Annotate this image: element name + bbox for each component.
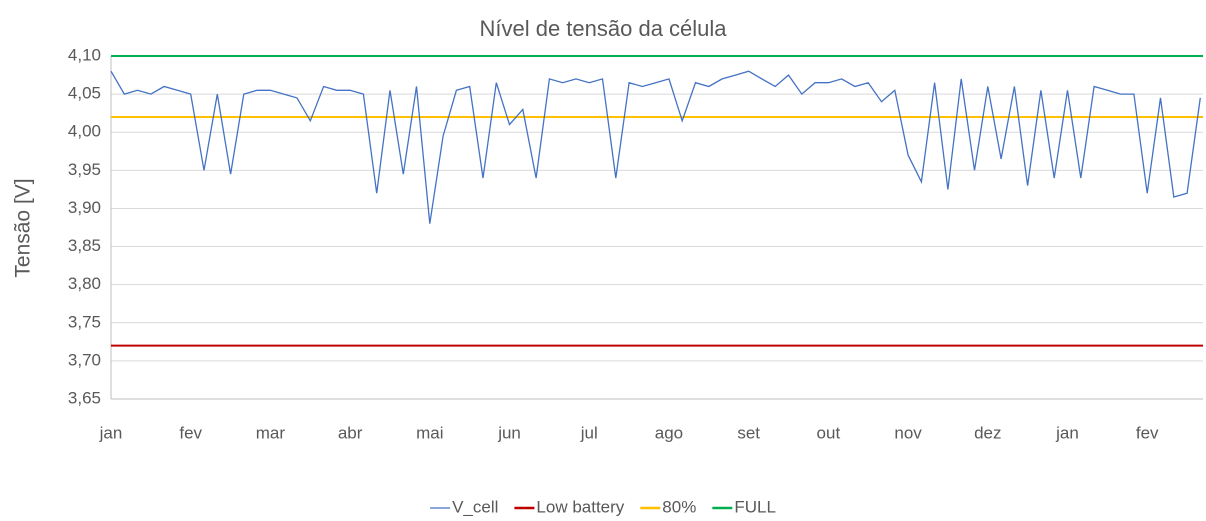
y-tick-label: 3,70 [68, 350, 101, 369]
legend-label: Low battery [536, 497, 624, 516]
x-tick-label: jul [580, 423, 598, 442]
y-tick-label: 3,85 [68, 236, 101, 255]
x-tick-label: abr [338, 423, 363, 442]
x-tick-label: dez [974, 423, 1001, 442]
legend-label: 80% [662, 497, 696, 516]
legend-label: V_cell [452, 497, 498, 516]
y-tick-label: 3,95 [68, 160, 101, 179]
x-tick-label: mar [256, 423, 286, 442]
series-line [110, 70, 1201, 224]
legend-label: FULL [734, 497, 776, 516]
x-tick-label: nov [894, 423, 922, 442]
y-tick-label: 3,65 [68, 388, 101, 407]
x-tick-label: mai [416, 423, 443, 442]
x-tick-label: ago [655, 423, 683, 442]
x-tick-label: jan [1055, 423, 1079, 442]
x-tick-label: jan [99, 423, 123, 442]
x-tick-label: set [737, 423, 760, 442]
y-tick-label: 4,05 [68, 84, 101, 103]
y-axis-label: Tensão [V] [12, 178, 35, 277]
x-tick-label: jun [497, 423, 521, 442]
y-tick-label: 4,10 [68, 45, 101, 64]
y-tick-label: 4,00 [68, 122, 101, 141]
x-tick-label: fev [179, 423, 202, 442]
y-tick-label: 3,90 [68, 198, 101, 217]
x-tick-label: fev [1136, 423, 1159, 442]
x-tick-label: out [817, 423, 841, 442]
y-tick-label: 3,80 [68, 274, 101, 293]
y-tick-label: 3,75 [68, 312, 101, 331]
chart-title: Nível de tensão da célula [479, 16, 727, 41]
